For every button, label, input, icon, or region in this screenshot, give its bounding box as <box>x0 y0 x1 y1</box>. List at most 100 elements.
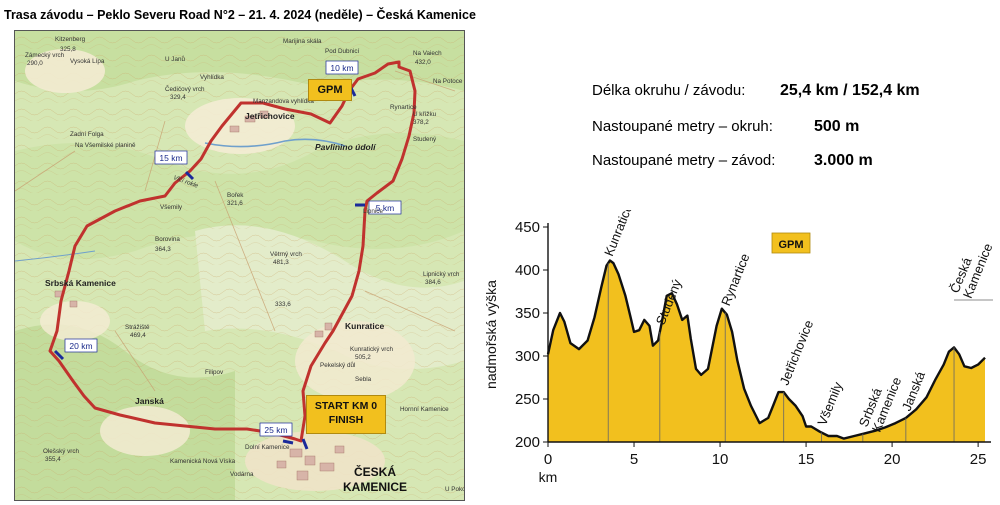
svg-text:10 km: 10 km <box>330 63 353 73</box>
map-place-label: Vyhlídka <box>200 74 224 81</box>
map-place-label: 321,6 <box>227 200 243 207</box>
y-axis-label: nadmořská výška <box>483 280 499 389</box>
map-place-label: Kamenická Nová Víska <box>170 458 236 465</box>
stat-label: Nastoupané metry – závod: <box>592 152 776 169</box>
km-marker-15: 15 km <box>154 150 188 165</box>
profile-gpm-badge <box>771 232 811 254</box>
y-tick-label: 300 <box>515 348 540 365</box>
map-place-label: 333,6 <box>275 301 291 308</box>
map-place-label: 355,4 <box>45 456 61 463</box>
map-place-label: Filipov <box>205 369 224 376</box>
map-place-label: Janská <box>135 396 164 406</box>
map-place-label: Kitzenberg <box>55 36 86 43</box>
x-tick-label: 0 <box>544 451 552 468</box>
map-place-label: Pod Dubnicí <box>325 48 360 55</box>
map-place-label: Na Všemilské planině <box>75 142 136 149</box>
map-place-label: Vodárna <box>230 471 254 478</box>
y-tick-label: 400 <box>515 262 540 279</box>
stat-value: 3.000 m <box>814 152 873 169</box>
annotation-label: Rynartice <box>718 251 752 308</box>
map-place-label: Na Vaiech <box>413 50 442 57</box>
map-town-label: ČESKÁ KAMENICE <box>343 465 407 495</box>
map-place-label: Kunratický vrch <box>350 346 394 353</box>
map-place-label: Vysoká Lípa <box>70 58 105 65</box>
map-place-label: Olešský vrch <box>43 448 80 455</box>
map-place-label: Lipnický vrch <box>423 271 460 278</box>
stat-climb-lap: Nastoupané metry – okruh: 500 m <box>592 118 992 138</box>
map-place-label: 329,4 <box>170 94 186 101</box>
map-place-label: Pavlinino údolí <box>315 142 377 152</box>
annotation-label: Kunratice <box>601 210 635 258</box>
map-place-label: Srbská Kamenice <box>45 278 116 288</box>
map-place-label: Strážiště <box>125 324 150 331</box>
profile-line <box>546 259 986 440</box>
map-place-label: Borovina <box>155 236 180 243</box>
svg-text:15 km: 15 km <box>159 153 182 163</box>
stat-length: Délka okruhu / závodu: 25,4 km / 152,4 k… <box>592 82 992 102</box>
annotation-label: ČeskáKamenice <box>947 236 995 300</box>
page-title: Trasa závodu – Peklo Severu Road N°2 – 2… <box>4 8 476 22</box>
map-place-label: 378,2 <box>413 119 429 126</box>
map-place-label: Sebla <box>355 376 372 383</box>
x-tick-label: 10 <box>712 451 729 468</box>
map-place-label: 384,6 <box>425 279 441 286</box>
svg-text:25 km: 25 km <box>264 425 287 435</box>
map-place-label: Bořek <box>227 192 244 199</box>
stat-climb-race: Nastoupané metry – závod: 3.000 m <box>592 152 992 172</box>
km-marker-5: 5 km <box>368 200 402 215</box>
km-marker-10: 10 km <box>325 60 359 75</box>
x-axis-label: km <box>539 469 558 485</box>
profile-gpm-label: GPM <box>778 239 803 251</box>
map-place-label: 325,8 <box>60 46 76 53</box>
map-place-label: Rynartice <box>390 104 417 111</box>
km-ticks <box>53 85 365 450</box>
stat-value: 25,4 km / 152,4 km <box>780 82 920 99</box>
y-tick-label: 450 <box>515 219 540 236</box>
map-place-label: Na Potoce <box>433 78 463 85</box>
map-place-label: Hornní Kamenice <box>400 406 449 413</box>
map-canvas: 5 km 10 km 15 km 20 km 25 km Kitzenberg 3… <box>15 31 464 500</box>
stat-value: 500 m <box>814 118 860 135</box>
elevation-profile-chart: Kunratice Studený Rynartice Jetřichovice Vše… <box>480 202 995 500</box>
town-label-line1: ČESKÁ <box>354 465 397 479</box>
map-place-label: 364,3 <box>155 246 171 253</box>
stat-label: Délka okruhu / závodu: <box>592 82 746 99</box>
map-place-label: 505,2 <box>355 354 371 361</box>
map-place-label: Lipnice <box>363 208 383 215</box>
map-place-label: U křížku <box>413 111 437 118</box>
map-place-label: Všemily <box>160 204 183 211</box>
map-place-label: Kunratice <box>345 321 384 331</box>
map-place-label: Zámecký vrch <box>25 52 65 59</box>
x-tick-label: 15 <box>798 451 815 468</box>
y-tick-label: 250 <box>515 391 540 408</box>
map-place-label: 432,0 <box>415 59 431 66</box>
y-tick-label: 350 <box>515 305 540 322</box>
profile-fill <box>548 260 985 442</box>
km-marker-20: 20 km <box>64 338 98 353</box>
y-tick-label: 200 <box>515 434 540 451</box>
map-place-label: Manzandova vyhlídka <box>253 98 314 105</box>
map-place-label: Čedičový vrch <box>165 84 205 93</box>
stat-label: Nastoupané metry – okruh: <box>592 118 773 135</box>
map-place-label: Studený <box>413 136 437 143</box>
map-place-label: U Pokorní <box>445 486 464 493</box>
map-place-label: 290,0 <box>27 60 43 67</box>
race-route <box>48 60 417 443</box>
km-marker-25: 25 km <box>259 422 293 437</box>
town-blocks <box>54 110 345 481</box>
svg-text:20 km: 20 km <box>69 341 92 351</box>
map-place-label: 469,4 <box>130 332 146 339</box>
map-place-label: Marijina skála <box>283 38 322 45</box>
svg-text:5 km: 5 km <box>376 203 394 213</box>
map-start-finish-badge: START KM 0 FINISH <box>306 395 386 434</box>
map-place-label: Zadní Folga <box>70 131 104 138</box>
map-gpm-badge: GPM <box>308 79 352 101</box>
x-tick-label: 5 <box>630 451 638 468</box>
annotation-label: Všemily <box>814 379 845 427</box>
map-place-label: Větrný vrch <box>270 251 302 258</box>
finish-label: FINISH <box>328 414 364 426</box>
x-tick-label: 20 <box>884 451 901 468</box>
route-map[interactable]: 5 km 10 km 15 km 20 km 25 km Kitzenberg 3… <box>14 30 465 501</box>
